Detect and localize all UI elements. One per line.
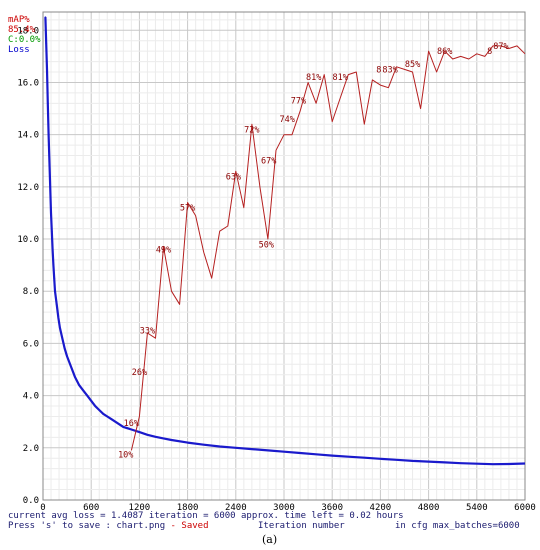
status-line-2: Press 's' to save : chart.png - Saved <box>8 521 209 531</box>
map-annotation-label: 86% <box>437 47 452 57</box>
map-annotation-label: 81% <box>306 73 321 83</box>
loss-point <box>51 248 54 251</box>
y-tick-label: 12.0 <box>17 183 39 193</box>
map-annotation-label: 85% <box>405 60 420 70</box>
figure-caption: (a) <box>262 533 277 546</box>
grid <box>42 12 526 501</box>
map-annotation-label: 83% <box>382 65 397 75</box>
loss-point <box>45 42 48 45</box>
map-annotation-label: 57% <box>180 204 195 214</box>
map-annotation-label: 10% <box>118 450 133 460</box>
y-tick-label: 2.0 <box>23 444 39 454</box>
legend-map-value: 85.4% <box>8 25 36 35</box>
map-annotation-label: 81% <box>333 73 348 83</box>
loss-point <box>48 159 51 162</box>
legend: mAP% 85.4% C:0.0% Loss <box>8 15 41 55</box>
map-annotation-label: 77% <box>291 97 306 107</box>
x-tick-label: 3000 <box>273 503 295 513</box>
map-annotation-label: 74% <box>280 115 295 125</box>
x-tick-label: 3600 <box>321 503 343 513</box>
y-tick-label: 14.0 <box>17 131 39 141</box>
map-annotation-label: 16% <box>124 419 139 429</box>
loss-point <box>49 185 52 188</box>
status-line-1: current avg loss = 1.4087 iteration = 60… <box>8 511 404 521</box>
legend-loss-label: Loss <box>8 45 30 55</box>
map-annotation-label: 63% <box>226 172 241 182</box>
map-annotation-label: 26% <box>132 368 147 378</box>
x-tick-label: 4200 <box>370 503 392 513</box>
map-annotation-label: 72% <box>244 125 259 135</box>
loss-point <box>46 68 48 71</box>
x-axis-ticks: 0 600 1200 1800 2400 3000 3600 4200 4800 5400 6000 <box>40 503 536 513</box>
loss-point <box>50 230 53 233</box>
map-series-line <box>130 45 526 451</box>
y-tick-label: 0.0 <box>23 496 39 506</box>
y-tick-label: 10.0 <box>17 235 39 245</box>
map-annotation-label: 8 <box>376 65 381 75</box>
loss-point <box>46 102 49 105</box>
loss-point <box>53 277 56 280</box>
x-tick-label: 0 <box>40 503 45 513</box>
y-tick-label: 6.0 <box>23 339 39 349</box>
map-annotation-label: 87% <box>493 42 508 52</box>
series-layer <box>44 16 526 466</box>
legend-map-label: mAP% <box>8 15 30 25</box>
annotations: 10% 16% 26% 33% 49% 57% 63% 72% 50% 67% 74% 77% 81% 8… <box>118 42 509 460</box>
saved-indicator: - Saved <box>165 521 208 531</box>
loss-point <box>55 303 58 306</box>
map-annotation-label: 8 <box>487 47 492 57</box>
plot-frame <box>42 11 526 501</box>
y-tick-label: 8.0 <box>23 287 39 297</box>
x-axis-label: Iteration number <box>258 521 345 531</box>
legend-c-value: C:0.0% <box>8 35 41 45</box>
x-tick-label: 1200 <box>129 503 151 513</box>
map-annotation-label: 33% <box>140 326 155 336</box>
map-annotation-label: 49% <box>156 245 171 255</box>
loss-point <box>47 133 50 136</box>
max-batches-label: in cfg max_batches=6000 <box>395 521 520 531</box>
y-tick-label: 4.0 <box>23 392 39 402</box>
x-tick-label: 600 <box>83 503 99 513</box>
y-tick-label: 18.0 <box>17 26 39 36</box>
x-tick-label: 2400 <box>225 503 247 513</box>
map-annotation-label: 50% <box>259 240 274 250</box>
map-annotation-label: 67% <box>261 157 276 167</box>
loss-point <box>52 264 55 267</box>
save-hint: Press 's' to save : chart.png <box>8 521 165 531</box>
x-tick-label: 6000 <box>514 503 536 513</box>
y-tick-label: 16.0 <box>17 78 39 88</box>
x-tick-label: 5400 <box>466 503 488 513</box>
y-axis-ticks: 0.0 2.0 4.0 6.0 8.0 10.0 12.0 14.0 16.0 18.0 <box>17 26 39 506</box>
loss-point <box>54 290 56 293</box>
loss-point <box>44 16 47 19</box>
loss-point <box>50 212 52 214</box>
x-tick-label: 4800 <box>418 503 440 513</box>
x-tick-label: 1800 <box>177 503 199 513</box>
